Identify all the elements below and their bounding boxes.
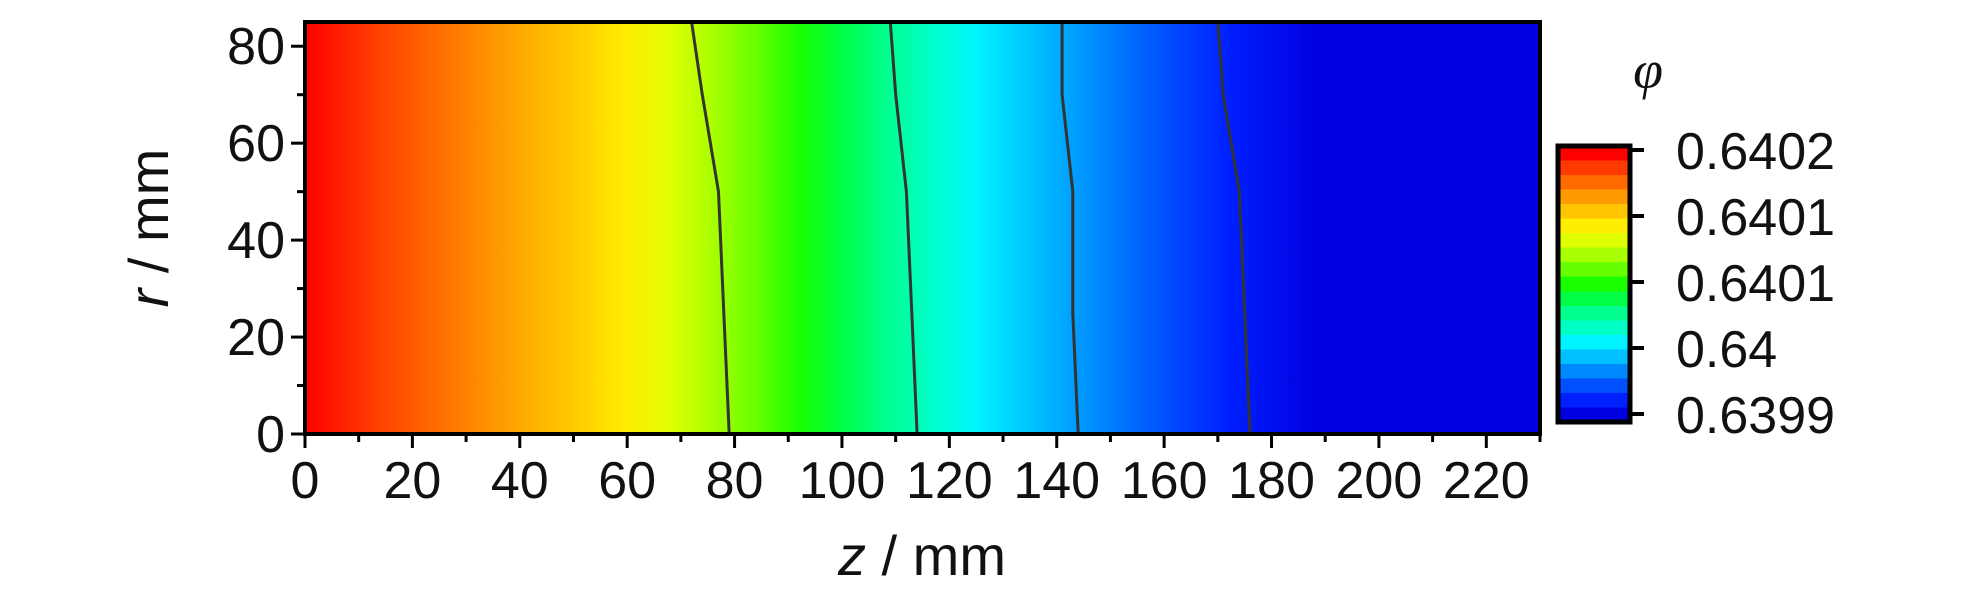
colorbar-tick-label: 0.6402 (1676, 123, 1835, 181)
y-tick-label: 0 (256, 406, 285, 464)
phi-field (305, 22, 1540, 434)
contour-line (888, 22, 919, 434)
contour-line (690, 22, 731, 434)
colorbar: φ 0.6402 0.6401 0.6401 0.64 0.6399 (1555, 40, 1835, 445)
colorbar-tick-label: 0.6401 (1676, 189, 1835, 247)
y-tick-label: 20 (227, 309, 285, 367)
contour-lines (690, 22, 1252, 434)
x-tick-label: 80 (706, 452, 764, 510)
plot-frame (303, 20, 1542, 436)
x-tick-label: 40 (491, 452, 549, 510)
x-tick-label: 100 (799, 452, 886, 510)
x-tick-label: 220 (1443, 452, 1530, 510)
x-axis-symbol: z (837, 524, 866, 587)
x-tick-label: 200 (1336, 452, 1423, 510)
x-axis: 0 20 40 60 80 100 120 140 160 180 200 220 (291, 434, 1542, 510)
x-tick-label: 0 (291, 452, 320, 510)
y-axis-unit: / mm (117, 149, 180, 289)
x-tick-label: 180 (1228, 452, 1315, 510)
y-axis-title: r / mm (117, 149, 180, 308)
x-axis-unit: / mm (866, 524, 1006, 587)
x-tick-label: 60 (598, 452, 656, 510)
contour-line (1060, 22, 1080, 434)
colorbar-tick-label: 0.6401 (1676, 255, 1835, 313)
y-axis-symbol: r (117, 286, 180, 307)
x-axis-title: z / mm (837, 524, 1006, 587)
plot-area (303, 20, 1542, 436)
x-tick-label: 160 (1121, 452, 1208, 510)
x-tick-label: 140 (1013, 452, 1100, 510)
colorbar-scale (1555, 143, 1633, 425)
colorbar-title: φ (1633, 40, 1663, 100)
colorbar-tick-label: 0.6399 (1676, 387, 1835, 445)
y-tick-label: 80 (227, 18, 285, 76)
contour-line (1216, 22, 1252, 434)
colorbar-ticks: 0.6402 0.6401 0.6401 0.64 0.6399 (1630, 123, 1835, 445)
x-tick-label: 20 (383, 452, 441, 510)
x-tick-label: 120 (906, 452, 993, 510)
colorbar-tick-label: 0.64 (1676, 321, 1777, 379)
y-tick-label: 60 (227, 115, 285, 173)
y-axis: 0 20 40 60 80 (227, 18, 305, 464)
y-tick-label: 40 (227, 212, 285, 270)
